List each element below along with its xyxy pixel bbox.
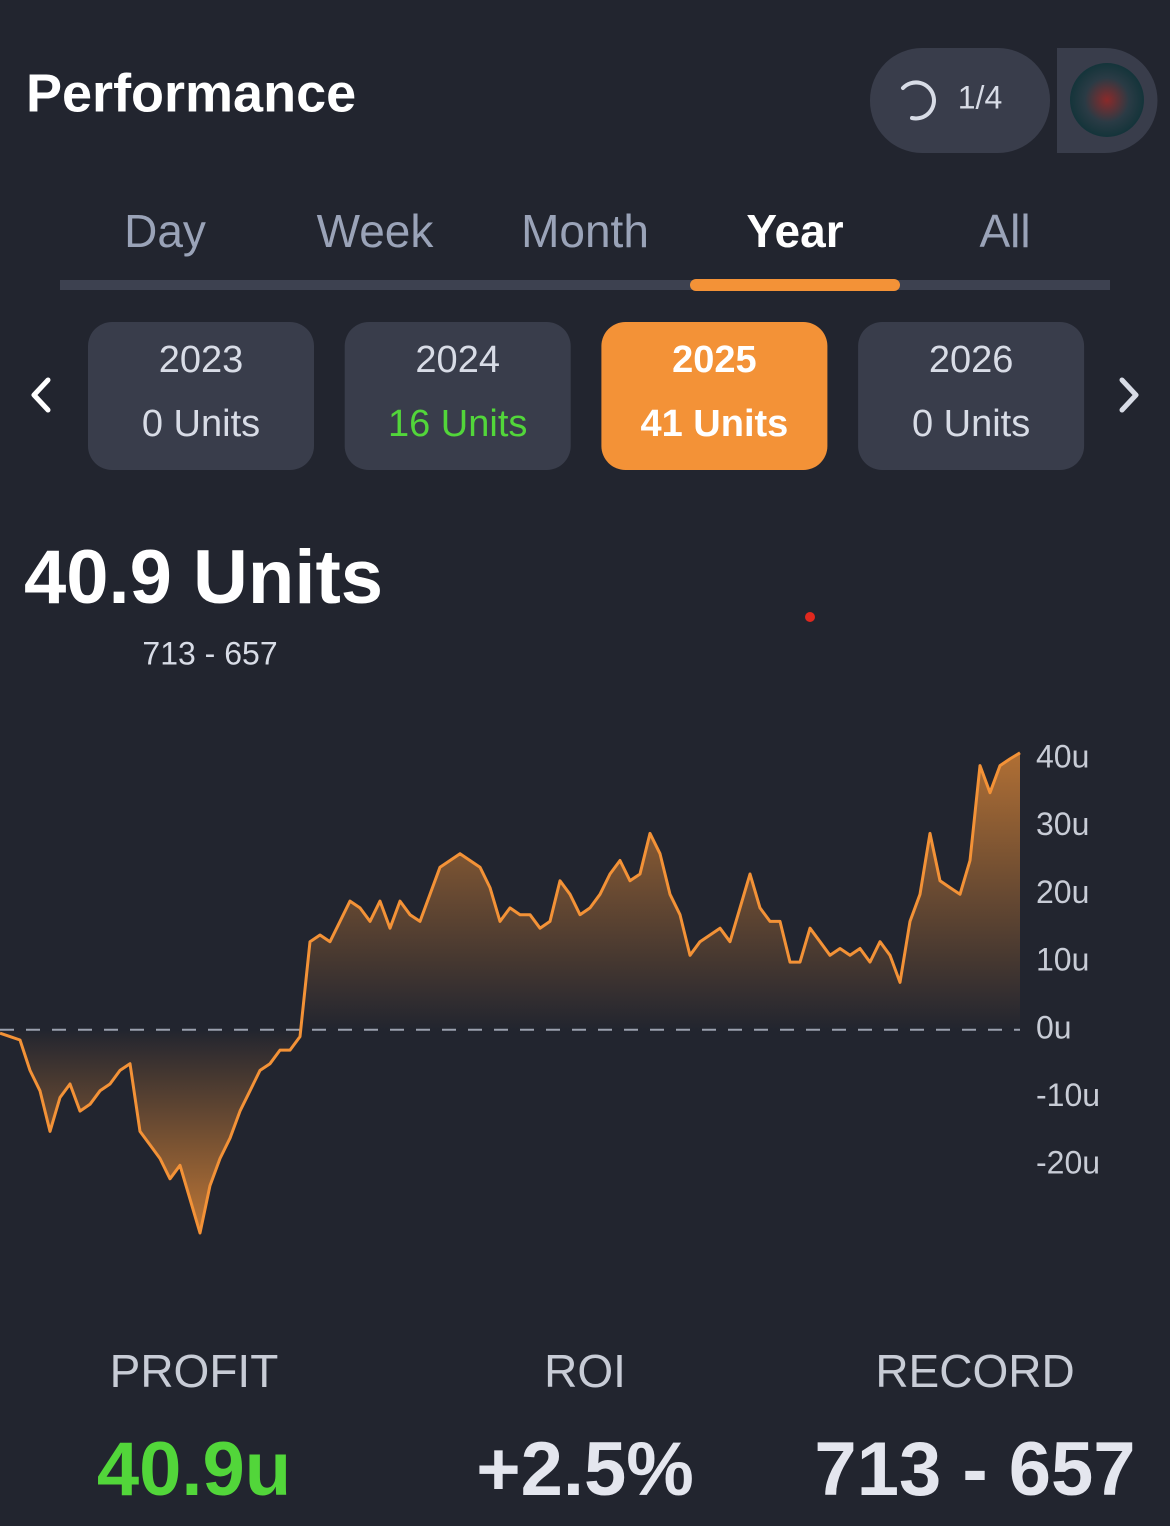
tab[interactable]: Day bbox=[124, 205, 206, 257]
y-tick-label: 30u bbox=[1036, 806, 1089, 842]
tab[interactable]: Month bbox=[521, 205, 649, 257]
year-card[interactable]: 2026 0 Units bbox=[858, 322, 1085, 470]
y-tick-label: 40u bbox=[1036, 738, 1089, 774]
year-units: 0 Units bbox=[912, 403, 1030, 445]
next-arrow[interactable] bbox=[1119, 377, 1139, 413]
stat-value: 40.9u bbox=[97, 1427, 291, 1512]
tab-track bbox=[60, 280, 1110, 290]
progress-pill bbox=[870, 48, 1050, 153]
tab[interactable]: Week bbox=[317, 205, 435, 257]
y-tick-label: -10u bbox=[1036, 1077, 1100, 1113]
tabs: Day Week Month Year All bbox=[124, 205, 1031, 291]
year-units: 0 Units bbox=[142, 403, 260, 445]
stat-value: +2.5% bbox=[476, 1427, 694, 1512]
stat-label: RECORD bbox=[875, 1345, 1074, 1397]
year-card[interactable]: 2024 16 Units bbox=[344, 322, 571, 470]
tab[interactable]: Year bbox=[746, 205, 843, 257]
avatar bbox=[1070, 63, 1144, 137]
year-card-bg bbox=[344, 322, 571, 470]
year-label: 2025 bbox=[672, 339, 757, 381]
year-card[interactable]: 2025 41 Units bbox=[601, 322, 828, 470]
progress-text: 1/4 bbox=[958, 79, 1002, 115]
year-cards: 2023 0 Units 2024 16 Units 2025 41 Units 2026 0… bbox=[88, 322, 1085, 470]
area-fill bbox=[0, 752, 1020, 1233]
stat-label: ROI bbox=[544, 1345, 626, 1397]
line bbox=[0, 751, 1021, 1235]
chart: 40u 30u 20u 10u 0u -10u -20u bbox=[0, 738, 1100, 1235]
y-tick-label: -20u bbox=[1036, 1145, 1100, 1181]
prev-arrow[interactable] bbox=[31, 377, 51, 413]
stat-value: 713 - 657 bbox=[814, 1427, 1135, 1512]
page-title: Performance bbox=[26, 63, 356, 123]
year-units: 16 Units bbox=[388, 403, 527, 445]
stat-label: PROFIT bbox=[110, 1345, 279, 1397]
year-label: 2024 bbox=[415, 339, 500, 381]
year-card-bg bbox=[601, 322, 828, 470]
indicator-dot bbox=[805, 612, 815, 622]
year-card-bg bbox=[858, 322, 1085, 470]
year-label: 2026 bbox=[929, 339, 1014, 381]
tab[interactable]: All bbox=[979, 205, 1030, 257]
tab-indicator bbox=[690, 279, 900, 291]
progress-button[interactable]: 1/4 bbox=[870, 48, 1050, 153]
avatar-button[interactable] bbox=[1057, 48, 1158, 153]
y-tick-label: 10u bbox=[1036, 942, 1089, 978]
stats: PROFIT 40.9u ROI +2.5% RECORD 713 - 657 bbox=[97, 1345, 1136, 1512]
year-card[interactable]: 2023 0 Units bbox=[88, 322, 314, 470]
y-tick-label: 0u bbox=[1036, 1009, 1072, 1045]
year-card-bg bbox=[88, 322, 314, 470]
summary-record: 713 - 657 bbox=[142, 635, 277, 671]
progress-spinner bbox=[901, 80, 936, 121]
year-units: 41 Units bbox=[640, 403, 788, 445]
year-label: 2023 bbox=[159, 339, 244, 381]
summary-value: 40.9 Units bbox=[24, 535, 383, 620]
y-tick-label: 20u bbox=[1036, 874, 1089, 910]
